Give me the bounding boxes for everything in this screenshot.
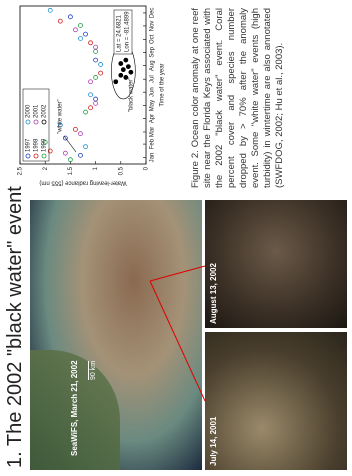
page: 1. The 2002 "black water" event SeaWiFS,… [0, 0, 352, 476]
x-tick-label: Jan [150, 153, 156, 163]
point [94, 101, 98, 105]
point [89, 93, 93, 97]
annotation: Lon = -81.4899 [125, 11, 131, 52]
point [94, 49, 98, 53]
point [114, 80, 118, 84]
point [73, 28, 77, 32]
point [121, 68, 125, 72]
point [124, 58, 128, 62]
caption: Figure 2. Ocean color anomaly at one ree… [190, 8, 286, 188]
point [94, 75, 98, 79]
arrow [64, 136, 76, 152]
point [84, 145, 88, 149]
point [89, 41, 93, 45]
x-tick-label: Jul [150, 75, 156, 83]
point [78, 23, 82, 27]
y-tick-label: 0.5 [118, 166, 124, 175]
point [68, 15, 72, 19]
x-tick-label: Feb [150, 138, 156, 149]
x-tick-label: Apr [150, 114, 156, 123]
x-tick-label: May [150, 100, 156, 111]
legend-label: 1999 [42, 138, 48, 152]
y-tick-label: 1 [93, 166, 99, 170]
x-tick-label: Oct [150, 34, 156, 44]
legend-marker [26, 120, 30, 124]
x-tick-label: Dec [150, 8, 156, 19]
y-axis-label: Water-leaving radiance (555 nm) [39, 179, 126, 185]
y-tick-label: 2 [43, 166, 49, 170]
point [78, 153, 82, 157]
point [119, 73, 123, 77]
x-tick-label: Jun [150, 87, 156, 97]
point [94, 97, 98, 101]
y-tick-label: 0 [144, 166, 150, 170]
pointer [150, 281, 205, 401]
x-tick-label: Nov [150, 21, 156, 32]
legend-marker [42, 154, 46, 158]
point [94, 45, 98, 49]
slide: 1. The 2002 "black water" event SeaWiFS,… [0, 0, 352, 476]
legend-label: 2001 [34, 104, 40, 118]
point [94, 58, 98, 62]
point [78, 36, 82, 40]
point [73, 127, 77, 131]
point [84, 110, 88, 114]
legend-marker [26, 154, 30, 158]
point [48, 8, 52, 12]
legend-marker [42, 120, 46, 124]
point [58, 19, 62, 23]
point [129, 70, 133, 74]
x-axis-label: Time of the year [160, 63, 166, 106]
annotation: "black water" [128, 77, 134, 112]
legend-marker [34, 154, 38, 158]
point [63, 151, 67, 155]
point [84, 32, 88, 36]
pointer [150, 266, 205, 281]
annotation: Lat = 24.6821 [117, 14, 123, 52]
legend-marker [34, 120, 38, 124]
point [99, 71, 103, 75]
point [99, 62, 103, 66]
y-tick-label: 2.5 [18, 166, 24, 175]
annotation: "white water" [58, 99, 64, 134]
point [119, 62, 123, 66]
legend-label: 2000 [26, 104, 32, 118]
legend-label: 2002 [42, 104, 48, 118]
point [89, 106, 93, 110]
point [78, 132, 82, 136]
point [124, 75, 128, 79]
point [89, 80, 93, 84]
x-tick-label: Sep [150, 46, 156, 57]
y-tick-label: 1.5 [68, 166, 74, 175]
x-tick-label: Aug [150, 60, 156, 71]
legend-label: 1998 [34, 138, 40, 152]
x-tick-label: Mar [150, 127, 156, 137]
legend-label: 1997 [26, 138, 32, 152]
point [126, 65, 130, 69]
